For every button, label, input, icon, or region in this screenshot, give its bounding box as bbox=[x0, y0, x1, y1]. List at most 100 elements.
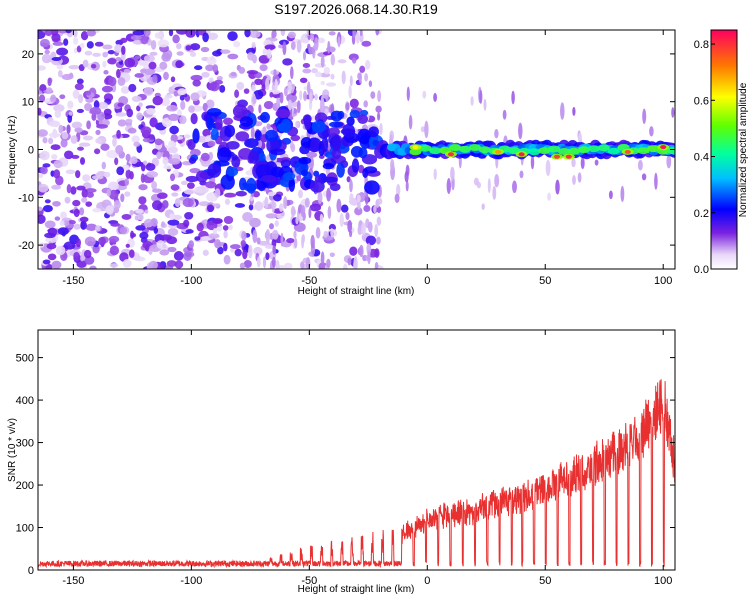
spectrogram-blob bbox=[59, 220, 65, 227]
spectrogram-blob bbox=[180, 100, 186, 110]
spectrogram-blob bbox=[83, 249, 92, 259]
spectrogram-blob bbox=[271, 30, 275, 39]
spectrogram-blob bbox=[214, 239, 221, 249]
spectrogram-blob bbox=[51, 260, 62, 269]
spectrogram-blob bbox=[98, 236, 107, 246]
spectrogram-blob bbox=[130, 233, 137, 238]
spectrogram-blob bbox=[58, 124, 64, 134]
snr-xlabel: Height of straight line (km) bbox=[298, 584, 415, 595]
spectrogram-blob bbox=[195, 170, 209, 183]
spectrogram-blob bbox=[202, 249, 209, 256]
spectrogram-blob bbox=[206, 204, 215, 213]
spectrogram-blob bbox=[174, 260, 184, 269]
snr-ytick-label: 0 bbox=[28, 565, 34, 577]
colorbar-tick-label: 0.4 bbox=[694, 152, 709, 164]
spectrogram-ytick-label: 20 bbox=[22, 49, 34, 61]
spectrogram-blob bbox=[363, 166, 378, 174]
spectrogram-blob bbox=[251, 84, 256, 92]
spectrogram-blob bbox=[348, 53, 359, 61]
spectrogram-blob bbox=[82, 174, 91, 182]
spectrogram-blob bbox=[314, 63, 327, 68]
spectrogram-ytick-label: 0 bbox=[28, 145, 34, 157]
spectrogram-blob bbox=[94, 41, 104, 47]
snr-xtick-label: -100 bbox=[180, 575, 202, 587]
spectrogram-blob bbox=[56, 47, 69, 56]
spectrogram-blob bbox=[264, 244, 274, 249]
spectrogram-blob bbox=[166, 104, 178, 112]
spectrogram-blob bbox=[212, 228, 217, 235]
spectrogram-blob bbox=[283, 262, 293, 269]
spectrogram-blob bbox=[404, 170, 409, 183]
spectrogram-blob bbox=[190, 92, 200, 102]
spectrogram-blob bbox=[161, 52, 172, 62]
spectrogram-blob bbox=[291, 83, 296, 91]
spectrogram-blob bbox=[233, 41, 241, 48]
spectrogram-blob bbox=[149, 51, 158, 56]
spectrogram-blob bbox=[208, 81, 220, 92]
spectrogram-blob bbox=[301, 234, 305, 249]
spectrogram-blob bbox=[347, 219, 353, 233]
spectrogram-blob bbox=[252, 95, 257, 105]
chart-title: S197.2026.068.14.30.R19 bbox=[274, 1, 438, 17]
spectrogram-blob bbox=[310, 33, 315, 42]
spectrogram-blob bbox=[186, 182, 195, 189]
spectrogram-blob bbox=[422, 90, 427, 99]
spectrogram-blob bbox=[70, 135, 78, 144]
spectrogram-blob bbox=[248, 244, 253, 259]
spectrogram-blob bbox=[120, 37, 128, 44]
colorbar-label: Normalized spectral amplitude bbox=[738, 82, 749, 217]
spectrogram-blob bbox=[223, 230, 228, 239]
spectrogram-blob bbox=[103, 70, 109, 75]
spectrogram-blob bbox=[207, 32, 219, 41]
spectrogram-blob bbox=[242, 211, 253, 222]
spectrogram-blob bbox=[108, 189, 119, 200]
spectrogram-xtick-label: -100 bbox=[180, 275, 202, 287]
spectrogram-blob bbox=[184, 212, 194, 220]
spectrogram-blob bbox=[124, 57, 136, 68]
spectrogram-blob bbox=[151, 181, 157, 190]
spectrogram-blob bbox=[138, 196, 147, 205]
spectrogram-blob bbox=[374, 262, 379, 269]
spectrogram-blob bbox=[205, 64, 215, 72]
spectrogram-blob bbox=[246, 70, 259, 75]
spectrogram-blob bbox=[115, 112, 127, 117]
spectrogram-blob bbox=[109, 245, 120, 256]
spectrogram-blob bbox=[185, 45, 192, 51]
spectrogram-blob bbox=[38, 206, 43, 211]
spectrogram-blob bbox=[45, 87, 53, 94]
spectrogram-blob bbox=[134, 73, 145, 78]
spectrogram-blob bbox=[473, 177, 479, 186]
spectrogram-blob bbox=[194, 65, 203, 71]
spectrogram-blob bbox=[212, 50, 222, 57]
spectrogram-blob bbox=[264, 129, 279, 142]
spectrogram-blob bbox=[299, 77, 308, 84]
spectrogram-blob bbox=[248, 204, 254, 211]
spectrogram-blob bbox=[199, 236, 212, 242]
spectrogram-blob bbox=[502, 109, 507, 120]
spectrogram-blob bbox=[264, 196, 269, 209]
spectrogram-blob bbox=[236, 81, 245, 91]
spectrogram-blob bbox=[205, 99, 215, 109]
spectrogram-blob bbox=[262, 256, 267, 269]
spectrogram-blob bbox=[234, 248, 242, 257]
spectrogram-blob bbox=[228, 224, 233, 230]
spectrogram-blob bbox=[261, 174, 277, 183]
spectrogram-blob bbox=[266, 123, 271, 130]
spectrogram-blob bbox=[185, 229, 194, 234]
spectrogram-blob bbox=[219, 49, 231, 54]
spectrogram-blob bbox=[349, 75, 353, 87]
snr-ytick-label: 300 bbox=[16, 438, 34, 450]
spectrogram-blob bbox=[154, 32, 161, 39]
spectrogram-blob bbox=[317, 191, 323, 204]
spectrogram-blob bbox=[286, 238, 295, 244]
spectrogram-blob bbox=[352, 30, 357, 38]
spectrogram-blob bbox=[660, 145, 667, 150]
spectrogram-blob bbox=[494, 129, 499, 139]
spectrogram-blob bbox=[433, 92, 438, 102]
spectrogram-blob bbox=[85, 188, 97, 193]
spectrogram-blob bbox=[44, 49, 50, 55]
spectrogram-blob bbox=[138, 61, 148, 66]
spectrogram-blob bbox=[117, 119, 127, 127]
spectrogram-blob bbox=[296, 100, 301, 114]
spectrogram-blob bbox=[302, 51, 307, 61]
